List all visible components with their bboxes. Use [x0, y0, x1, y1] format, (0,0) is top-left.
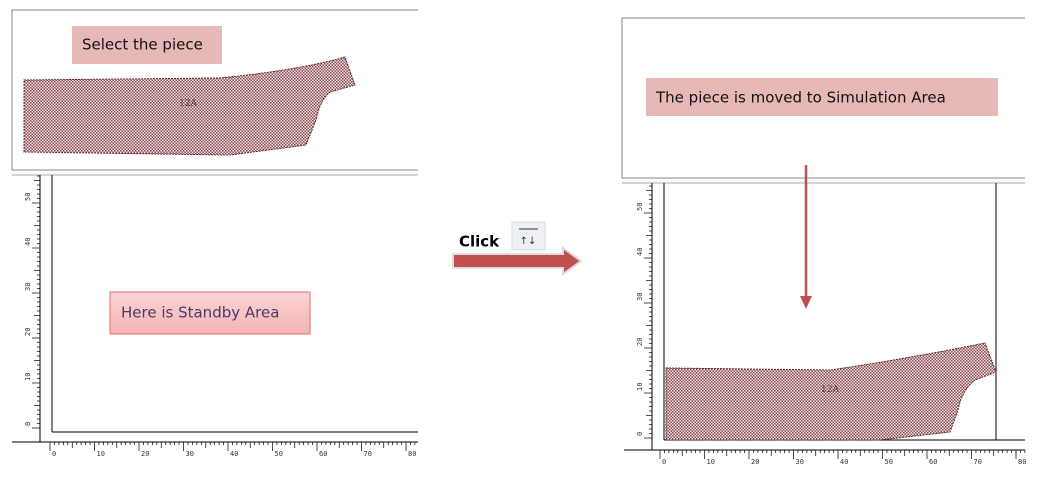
x-ruler-label: 50 — [885, 458, 893, 466]
y-ruler-label: 50 — [24, 193, 32, 201]
x-ruler-label: 0 — [662, 458, 666, 466]
piece-label: 12A — [821, 385, 839, 395]
piece — [665, 342, 997, 441]
y-ruler-label: 10 — [24, 373, 32, 381]
y-ruler-label: 30 — [24, 283, 32, 291]
x-ruler-label: 40 — [230, 450, 238, 458]
y-ruler-label: 40 — [24, 238, 32, 246]
y-ruler-label: 10 — [636, 383, 644, 391]
x-ruler-label: 40 — [840, 458, 848, 466]
icon-arrows: ↑↓ — [520, 236, 537, 247]
x-ruler-label: 30 — [796, 458, 804, 466]
x-ruler-label: 10 — [97, 450, 105, 458]
x-ruler-label: 80 — [408, 450, 416, 458]
x-ruler-label: 60 — [319, 450, 327, 458]
x-ruler-label: 20 — [751, 458, 759, 466]
click-label: Click — [459, 233, 500, 251]
x-ruler-label: 60 — [929, 458, 937, 466]
y-ruler-label: 40 — [636, 248, 644, 256]
x-ruler-label: 20 — [141, 450, 149, 458]
x-ruler-label: 70 — [364, 450, 372, 458]
y-ruler-label: 30 — [636, 293, 644, 301]
x-ruler-label: 50 — [275, 450, 283, 458]
label-box — [646, 78, 998, 116]
arrow — [452, 246, 583, 276]
x-ruler-label: 0 — [52, 450, 56, 458]
x-ruler-label: 70 — [974, 458, 982, 466]
button-icon[interactable] — [511, 221, 546, 251]
panel-border — [621, 17, 1025, 179]
piece-label: 12A — [179, 99, 197, 109]
down-arrow-head — [800, 296, 812, 309]
y-ruler-label: 0 — [636, 432, 644, 436]
moved-label: The piece is moved to Simulation Area — [655, 89, 946, 107]
standby-box — [109, 291, 311, 335]
y-ruler-label: 50 — [636, 203, 644, 211]
standby-label: Here is Standby Area — [121, 304, 279, 322]
x-ruler-label: 30 — [186, 450, 194, 458]
y-ruler-label: 0 — [24, 422, 32, 426]
panel-border — [11, 9, 418, 171]
piece — [23, 56, 356, 156]
y-ruler-label: 20 — [24, 328, 32, 336]
label-box — [72, 26, 222, 64]
select-label: Select the piece — [82, 36, 203, 54]
x-ruler-label: 10 — [707, 458, 715, 466]
x-ruler-label: 80 — [1018, 458, 1026, 466]
y-ruler-label: 20 — [636, 338, 644, 346]
